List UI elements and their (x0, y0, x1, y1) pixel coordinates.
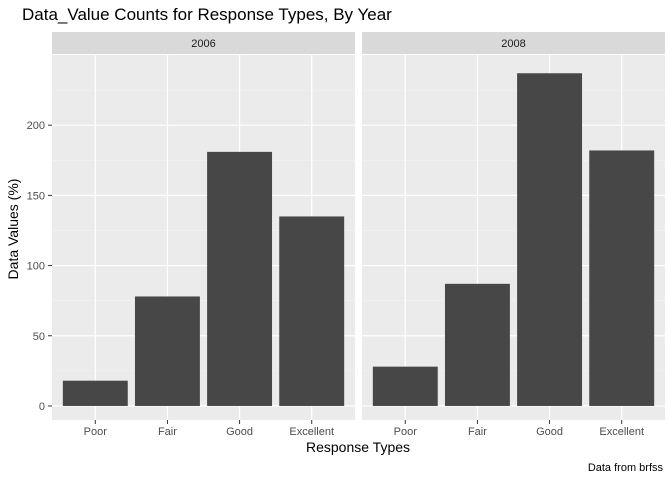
x-tick-label: Good (536, 426, 563, 438)
bar-2008-fair (444, 283, 510, 406)
bar-2008-excellent (589, 150, 655, 406)
facet-panels: 2006 Poor Fair Good Excellent 2008 Poor Fair Goo… (52, 32, 665, 438)
facet-strip-label: 2008 (501, 38, 525, 50)
y-tick-label: 50 (33, 331, 45, 343)
facet-panel-2006: 2006 Poor Fair Good Excellent (52, 32, 355, 438)
y-tick-label: 0 (39, 401, 45, 413)
y-tick-label: 150 (27, 190, 45, 202)
x-tick-label: Poor (84, 426, 108, 438)
bar-2006-poor (62, 380, 128, 406)
bar-2008-poor (372, 366, 438, 406)
x-tick-label: Good (226, 426, 253, 438)
bar-2008-good (517, 73, 583, 406)
y-tick-label: 200 (27, 120, 45, 132)
bar-2006-fair (134, 296, 200, 406)
facet-strip (52, 32, 355, 54)
y-tick-label: 100 (27, 261, 45, 273)
bar-2006-excellent (279, 216, 345, 406)
chart-caption: Data from brfss (588, 462, 664, 474)
x-tick-label: Fair (468, 426, 487, 438)
x-tick-label: Excellent (289, 426, 334, 438)
facet-strip (362, 32, 665, 54)
x-tick-label: Fair (158, 426, 177, 438)
y-axis: 0 50 100 150 200 (27, 120, 52, 413)
facet-strip-label: 2006 (191, 38, 215, 50)
facet-panel-2008: 2008 Poor Fair Good Excellent (362, 32, 665, 438)
chart-title: Data_Value Counts for Response Types, By… (22, 5, 392, 24)
x-axis-title: Response Types (306, 439, 410, 455)
x-tick-label: Poor (394, 426, 418, 438)
x-tick-label: Excellent (599, 426, 644, 438)
y-axis-title: Data Values (%) (5, 179, 21, 280)
bar-2006-good (207, 151, 273, 406)
